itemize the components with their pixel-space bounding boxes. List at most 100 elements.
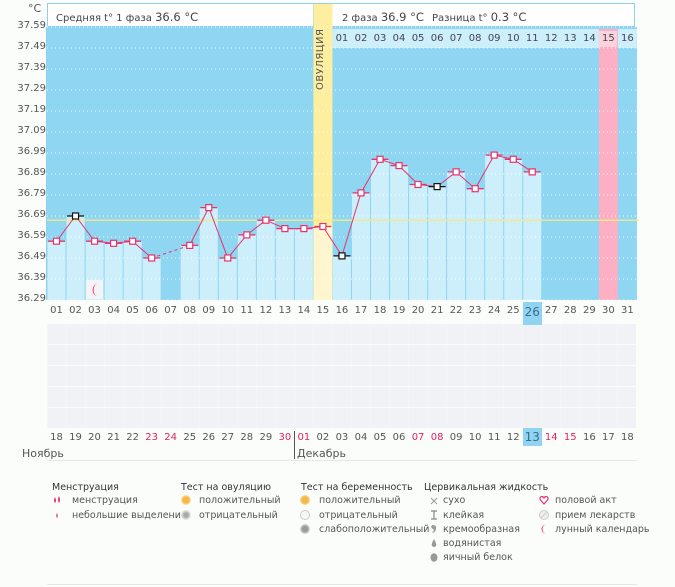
symptom-cell[interactable] [104, 387, 123, 407]
symptom-cell[interactable] [237, 408, 256, 428]
symptom-cell[interactable] [371, 324, 389, 344]
symptom-cell[interactable] [542, 387, 561, 407]
symptom-cell[interactable] [523, 387, 542, 407]
symptom-cell[interactable] [371, 408, 389, 428]
x-tick-label[interactable]: 09 [202, 305, 216, 316]
symptom-cell[interactable] [390, 387, 409, 407]
symptom-cell[interactable] [351, 366, 370, 386]
symptom-cell[interactable] [580, 324, 599, 344]
symptom-cell[interactable] [313, 366, 332, 386]
symptom-cell[interactable] [599, 408, 618, 428]
symptom-cell[interactable] [409, 345, 428, 365]
x-tick-label[interactable]: 19 [392, 305, 406, 316]
symptom-cell[interactable] [428, 366, 447, 386]
symptom-cell[interactable] [294, 387, 313, 407]
symptom-cell[interactable] [161, 408, 180, 428]
symptom-cell[interactable] [618, 408, 637, 428]
symptom-cell[interactable] [256, 366, 275, 386]
symptom-cell[interactable] [256, 408, 275, 428]
symptom-cell[interactable] [161, 345, 180, 365]
symptom-cell[interactable] [313, 387, 332, 407]
symptom-cell[interactable] [351, 345, 370, 365]
x-tick-label[interactable]: 02 [69, 305, 82, 316]
symptom-cell[interactable] [599, 324, 618, 344]
symptom-cell[interactable] [294, 366, 313, 386]
symptom-cell[interactable] [409, 387, 428, 407]
symptom-cell[interactable] [104, 324, 123, 344]
symptom-cell[interactable] [332, 345, 351, 365]
symptom-cell[interactable] [332, 408, 351, 428]
symptom-cell[interactable] [142, 324, 161, 344]
symptom-cell[interactable] [237, 324, 256, 344]
symptom-cell[interactable] [199, 324, 218, 344]
symptom-cell[interactable] [85, 345, 104, 365]
symptom-cell[interactable] [447, 408, 466, 428]
symptom-cell[interactable] [466, 324, 485, 344]
symptom-cell[interactable] [504, 387, 523, 407]
symptom-cell[interactable] [428, 408, 447, 428]
symptom-cell[interactable] [332, 324, 351, 344]
symptom-cell[interactable] [542, 408, 561, 428]
symptom-cell[interactable] [523, 324, 542, 344]
symptom-cell[interactable] [313, 324, 332, 344]
symptom-cell[interactable] [466, 387, 485, 407]
symptom-cell[interactable] [180, 324, 199, 344]
x-tick-label[interactable]: 24 [487, 305, 501, 316]
symptom-cell[interactable] [504, 366, 523, 386]
symptom-cell[interactable] [142, 408, 161, 428]
symptom-cell[interactable] [485, 366, 504, 386]
symptom-cell[interactable] [332, 387, 351, 407]
symptom-cell[interactable] [618, 387, 637, 407]
symptom-cell[interactable] [485, 324, 504, 344]
symptom-cell[interactable] [66, 324, 85, 344]
x-tick-label[interactable]: 20 [411, 305, 425, 316]
symptom-cell[interactable] [237, 345, 256, 365]
x-tick-label[interactable]: 23 [468, 305, 482, 316]
symptom-cell[interactable] [104, 345, 123, 365]
symptom-cell[interactable] [390, 345, 409, 365]
x-tick-label[interactable]: 04 [107, 305, 120, 316]
symptom-cell[interactable] [371, 387, 389, 407]
symptom-cell[interactable] [618, 366, 637, 386]
x-tick-label[interactable]: 05 [126, 305, 139, 316]
x-tick-label[interactable]: 27 [544, 305, 558, 316]
symptom-cell[interactable] [466, 408, 485, 428]
symptom-cell[interactable] [580, 366, 599, 386]
x-tick-label[interactable]: 17 [354, 305, 368, 316]
symptom-cell[interactable] [371, 366, 389, 386]
symptom-cell[interactable] [85, 324, 104, 344]
symptom-cell[interactable] [161, 324, 180, 344]
symptom-cell[interactable] [161, 366, 180, 386]
x-tick-label[interactable]: 12 [259, 305, 273, 316]
symptom-cell[interactable] [313, 408, 332, 428]
symptom-cell[interactable] [218, 387, 237, 407]
x-tick-label[interactable]: 08 [183, 305, 197, 316]
x-tick-label[interactable]: 11 [240, 305, 254, 316]
symptom-cell[interactable] [294, 408, 313, 428]
symptom-cell[interactable] [123, 366, 142, 386]
symptom-cell[interactable] [275, 345, 294, 365]
symptom-cell[interactable] [104, 366, 123, 386]
symptom-cell[interactable] [313, 345, 332, 365]
symptom-cell[interactable] [47, 324, 66, 344]
symptom-cell[interactable] [180, 345, 199, 365]
symptom-cell[interactable] [504, 345, 523, 365]
symptom-cell[interactable] [466, 366, 485, 386]
symptom-cell[interactable] [199, 408, 218, 428]
symptom-cell[interactable] [409, 324, 428, 344]
symptom-cell[interactable] [523, 408, 542, 428]
symptom-cell[interactable] [332, 366, 351, 386]
symptom-cell[interactable] [466, 345, 485, 365]
symptom-cell[interactable] [351, 408, 370, 428]
symptom-cell[interactable] [599, 366, 618, 386]
symptom-cell[interactable] [47, 345, 66, 365]
symptom-cell[interactable] [294, 324, 313, 344]
symptom-cell[interactable] [599, 387, 618, 407]
symptom-cell[interactable] [85, 408, 104, 428]
symptom-cell[interactable] [561, 366, 580, 386]
symptom-cell[interactable] [85, 366, 104, 386]
symptom-cell[interactable] [390, 324, 409, 344]
symptom-cell[interactable] [142, 345, 161, 365]
x-tick-label[interactable]: 29 [582, 305, 596, 316]
symptom-cell[interactable] [66, 345, 85, 365]
